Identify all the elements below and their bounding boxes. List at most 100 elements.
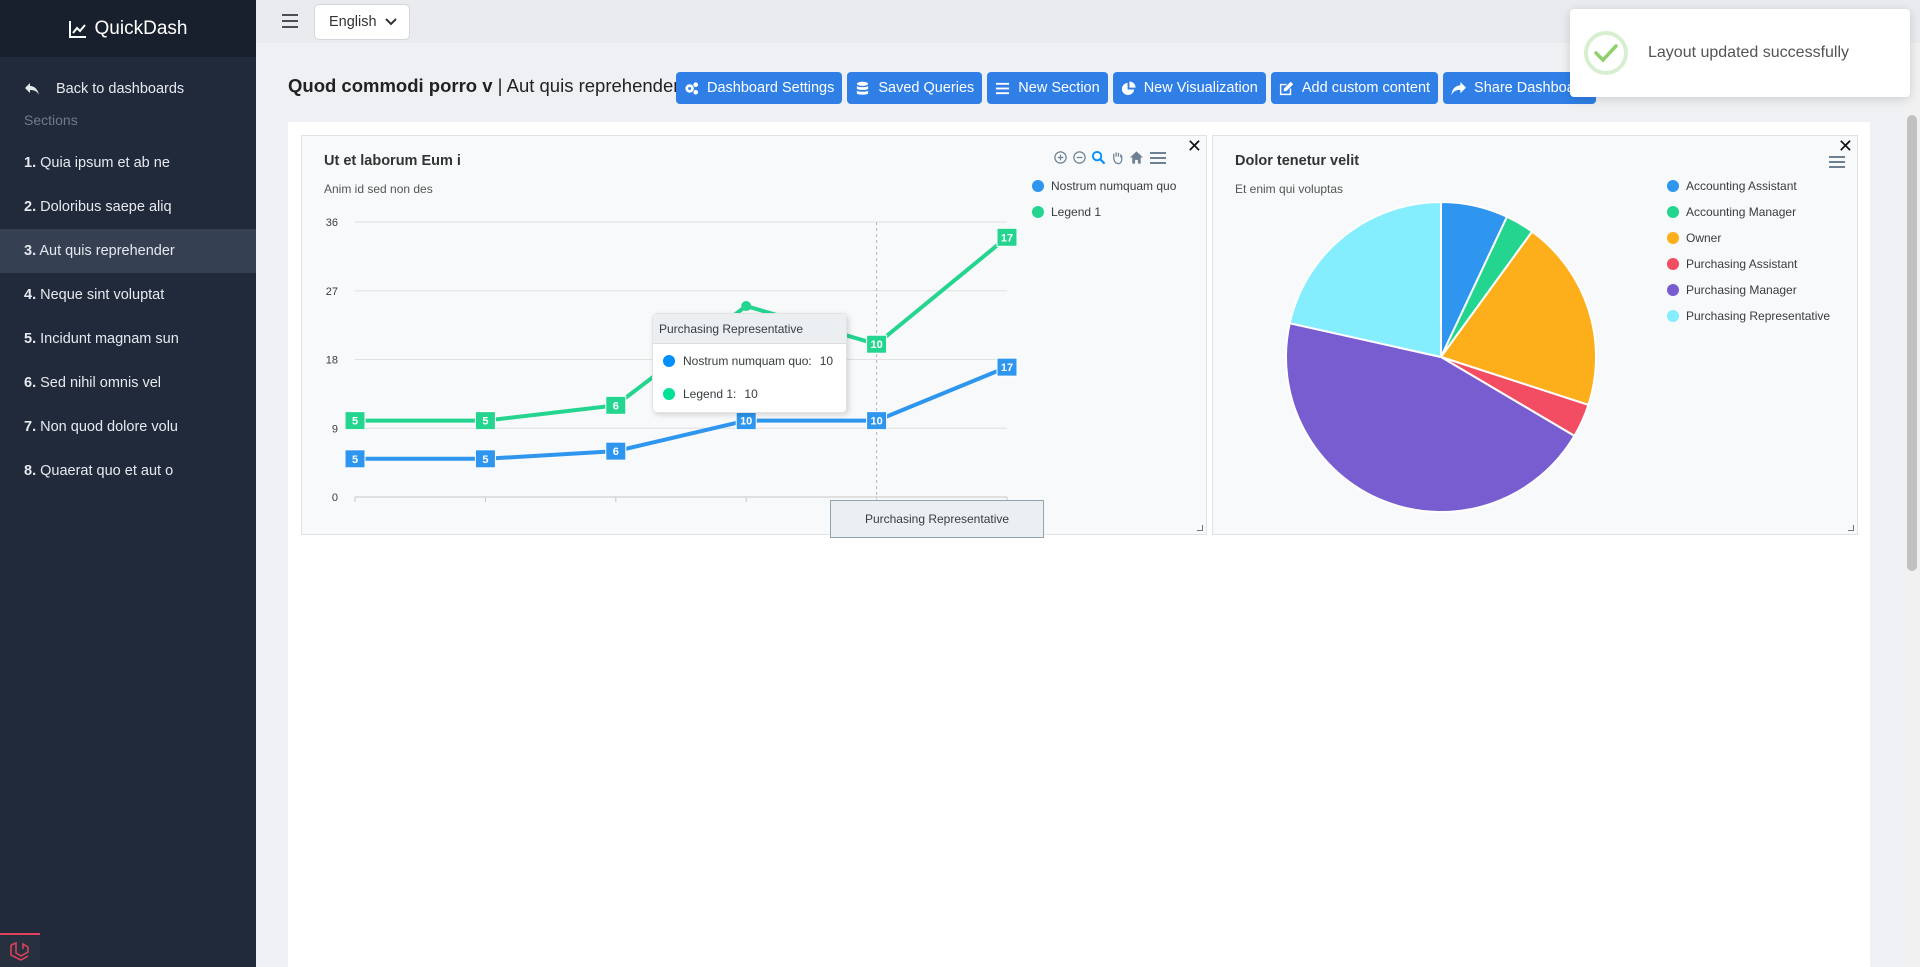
new-visualization-button[interactable]: New Visualization <box>1112 72 1266 104</box>
series-marker <box>663 387 675 400</box>
page-scrollbar[interactable] <box>1904 43 1920 967</box>
data-point[interactable] <box>474 449 496 469</box>
data-point[interactable] <box>866 411 888 431</box>
success-toast[interactable]: Layout updated successfully <box>1570 9 1910 97</box>
close-icon[interactable]: ✕ <box>1837 136 1853 156</box>
data-point[interactable] <box>996 357 1018 377</box>
legend-marker <box>1667 180 1679 192</box>
dashboard-settings-button[interactable]: Dashboard Settings <box>676 72 843 104</box>
tooltip-series-name: Nostrum numquam quo: <box>683 353 812 368</box>
tooltip-row: Legend 1: 10 <box>653 377 846 410</box>
legend-item[interactable]: Accounting Assistant <box>1667 173 1830 199</box>
pie-chart-legend: Accounting Assistant Accounting Manager Ow… <box>1667 173 1830 329</box>
language-select[interactable]: English <box>314 4 410 40</box>
legend-item[interactable]: Purchasing Representative <box>1667 303 1830 329</box>
sidebar-item[interactable]: 3. Aut quis reprehender <box>0 229 256 273</box>
pie-chart-subtitle: Et enim qui voluptas <box>1235 182 1344 196</box>
data-point[interactable] <box>474 411 496 431</box>
data-point[interactable] <box>344 411 366 431</box>
add-custom-content-label: Add custom content <box>1301 80 1431 96</box>
data-point[interactable] <box>344 449 366 469</box>
zoom-out-icon[interactable] <box>1072 150 1087 165</box>
sidebar-item-number: 7. <box>24 419 37 435</box>
new-visualization-label: New Visualization <box>1143 80 1258 96</box>
cogs-icon <box>685 81 699 95</box>
legend-marker <box>1032 180 1044 192</box>
pie-slice[interactable] <box>1439 230 1597 407</box>
new-section-button[interactable]: New Section <box>987 72 1108 104</box>
legend-item[interactable]: Purchasing Manager <box>1667 277 1830 303</box>
data-point[interactable] <box>605 441 627 461</box>
sidebar-item[interactable]: 4. Neque sint voluptat <box>0 273 256 317</box>
sidebar-item[interactable]: 6. Sed nihil omnis vel <box>0 361 256 405</box>
sidebar-item-label: Quaerat quo et aut o <box>40 463 174 479</box>
data-point[interactable] <box>996 227 1018 247</box>
legend-item[interactable]: Purchasing Assistant <box>1667 251 1830 277</box>
data-label: 5 <box>352 454 358 466</box>
chevron-down-icon <box>384 18 397 26</box>
sidebar-item-number: 8. <box>24 463 37 479</box>
dashboard-settings-label: Dashboard Settings <box>707 80 835 96</box>
sections-heading: Sections <box>24 112 78 128</box>
series-marker <box>663 354 675 367</box>
saved-queries-button[interactable]: Saved Queries <box>847 72 983 104</box>
pie-chart-icon <box>1121 80 1136 95</box>
legend-item[interactable]: Nostrum numquam quo <box>1032 173 1176 199</box>
zoom-selection-icon[interactable] <box>1091 150 1106 165</box>
legend-item[interactable]: Accounting Manager <box>1667 199 1830 225</box>
chart-toolbar <box>1053 150 1166 165</box>
sidebar-item-number: 4. <box>24 287 37 303</box>
data-point[interactable] <box>605 395 627 415</box>
home-reset-icon[interactable] <box>1129 150 1144 165</box>
toast-message: Layout updated successfully <box>1648 44 1850 61</box>
y-tick-label: 9 <box>332 423 338 435</box>
pie-chart-card[interactable]: Dolor tenetur velit Et enim qui voluptas… <box>1212 135 1858 535</box>
sections-list: 1. Quia ipsum et ab ne 2. Doloribus saepe… <box>0 141 256 493</box>
data-label: 5 <box>482 454 488 466</box>
chart-menu-icon[interactable] <box>1150 152 1166 167</box>
title-separator: | <box>492 75 507 96</box>
y-tick-label: 18 <box>326 355 338 367</box>
share-icon <box>1451 81 1467 95</box>
tooltip-row: Nostrum numquam quo: 10 <box>653 344 846 377</box>
sidebar-item[interactable]: 2. Doloribus saepe aliq <box>0 185 256 229</box>
edit-icon <box>1279 81 1294 95</box>
scrollbar-thumb[interactable] <box>1907 115 1917 571</box>
database-icon <box>857 81 869 95</box>
legend-item[interactable]: Owner <box>1667 225 1830 251</box>
sidebar-item[interactable]: 8. Quaerat quo et aut o <box>0 449 256 493</box>
pie-slice[interactable] <box>1285 321 1576 513</box>
back-to-dashboards-link[interactable]: Back to dashboards <box>0 57 256 121</box>
zoom-in-icon[interactable] <box>1053 150 1068 165</box>
resize-handle[interactable] <box>1197 525 1203 531</box>
add-custom-content-button[interactable]: Add custom content <box>1270 72 1439 104</box>
reply-arrow-icon <box>25 83 39 95</box>
pie-slice[interactable] <box>1288 200 1442 359</box>
legend-marker <box>1667 206 1679 218</box>
sidebar-item[interactable]: 5. Incidunt magnam sun <box>0 317 256 361</box>
y-tick-label: 36 <box>326 217 338 229</box>
sidebar-item-number: 5. <box>24 331 37 347</box>
chart-menu-icon[interactable] <box>1829 156 1845 171</box>
pan-hand-icon[interactable] <box>1110 150 1125 165</box>
data-point[interactable] <box>741 301 752 312</box>
legend-marker <box>1032 206 1044 218</box>
section-name: Aut quis reprehender <box>506 75 680 96</box>
sidebar-item-number: 3. <box>24 243 37 259</box>
laravel-logo <box>0 933 40 967</box>
close-icon[interactable]: ✕ <box>1186 136 1202 156</box>
y-tick-label: 27 <box>326 286 338 298</box>
legend-marker <box>1667 310 1679 322</box>
menu-toggle-icon[interactable] <box>282 14 298 28</box>
sidebar-item[interactable]: 1. Quia ipsum et ab ne <box>0 141 256 185</box>
legend-item[interactable]: Legend 1 <box>1032 199 1176 225</box>
data-label: 5 <box>482 416 488 428</box>
data-point[interactable] <box>866 334 888 354</box>
sidebar-item[interactable]: 7. Non quod dolore volu <box>0 405 256 449</box>
sidebar-item-number: 2. <box>24 199 37 215</box>
resize-handle[interactable] <box>1848 525 1854 531</box>
sidebar-item-label: Incidunt magnam sun <box>40 331 179 347</box>
brand[interactable]: QuickDash <box>0 0 256 57</box>
line-chart-title: Ut et laborum Eum i <box>324 153 461 169</box>
legend-marker <box>1667 284 1679 296</box>
